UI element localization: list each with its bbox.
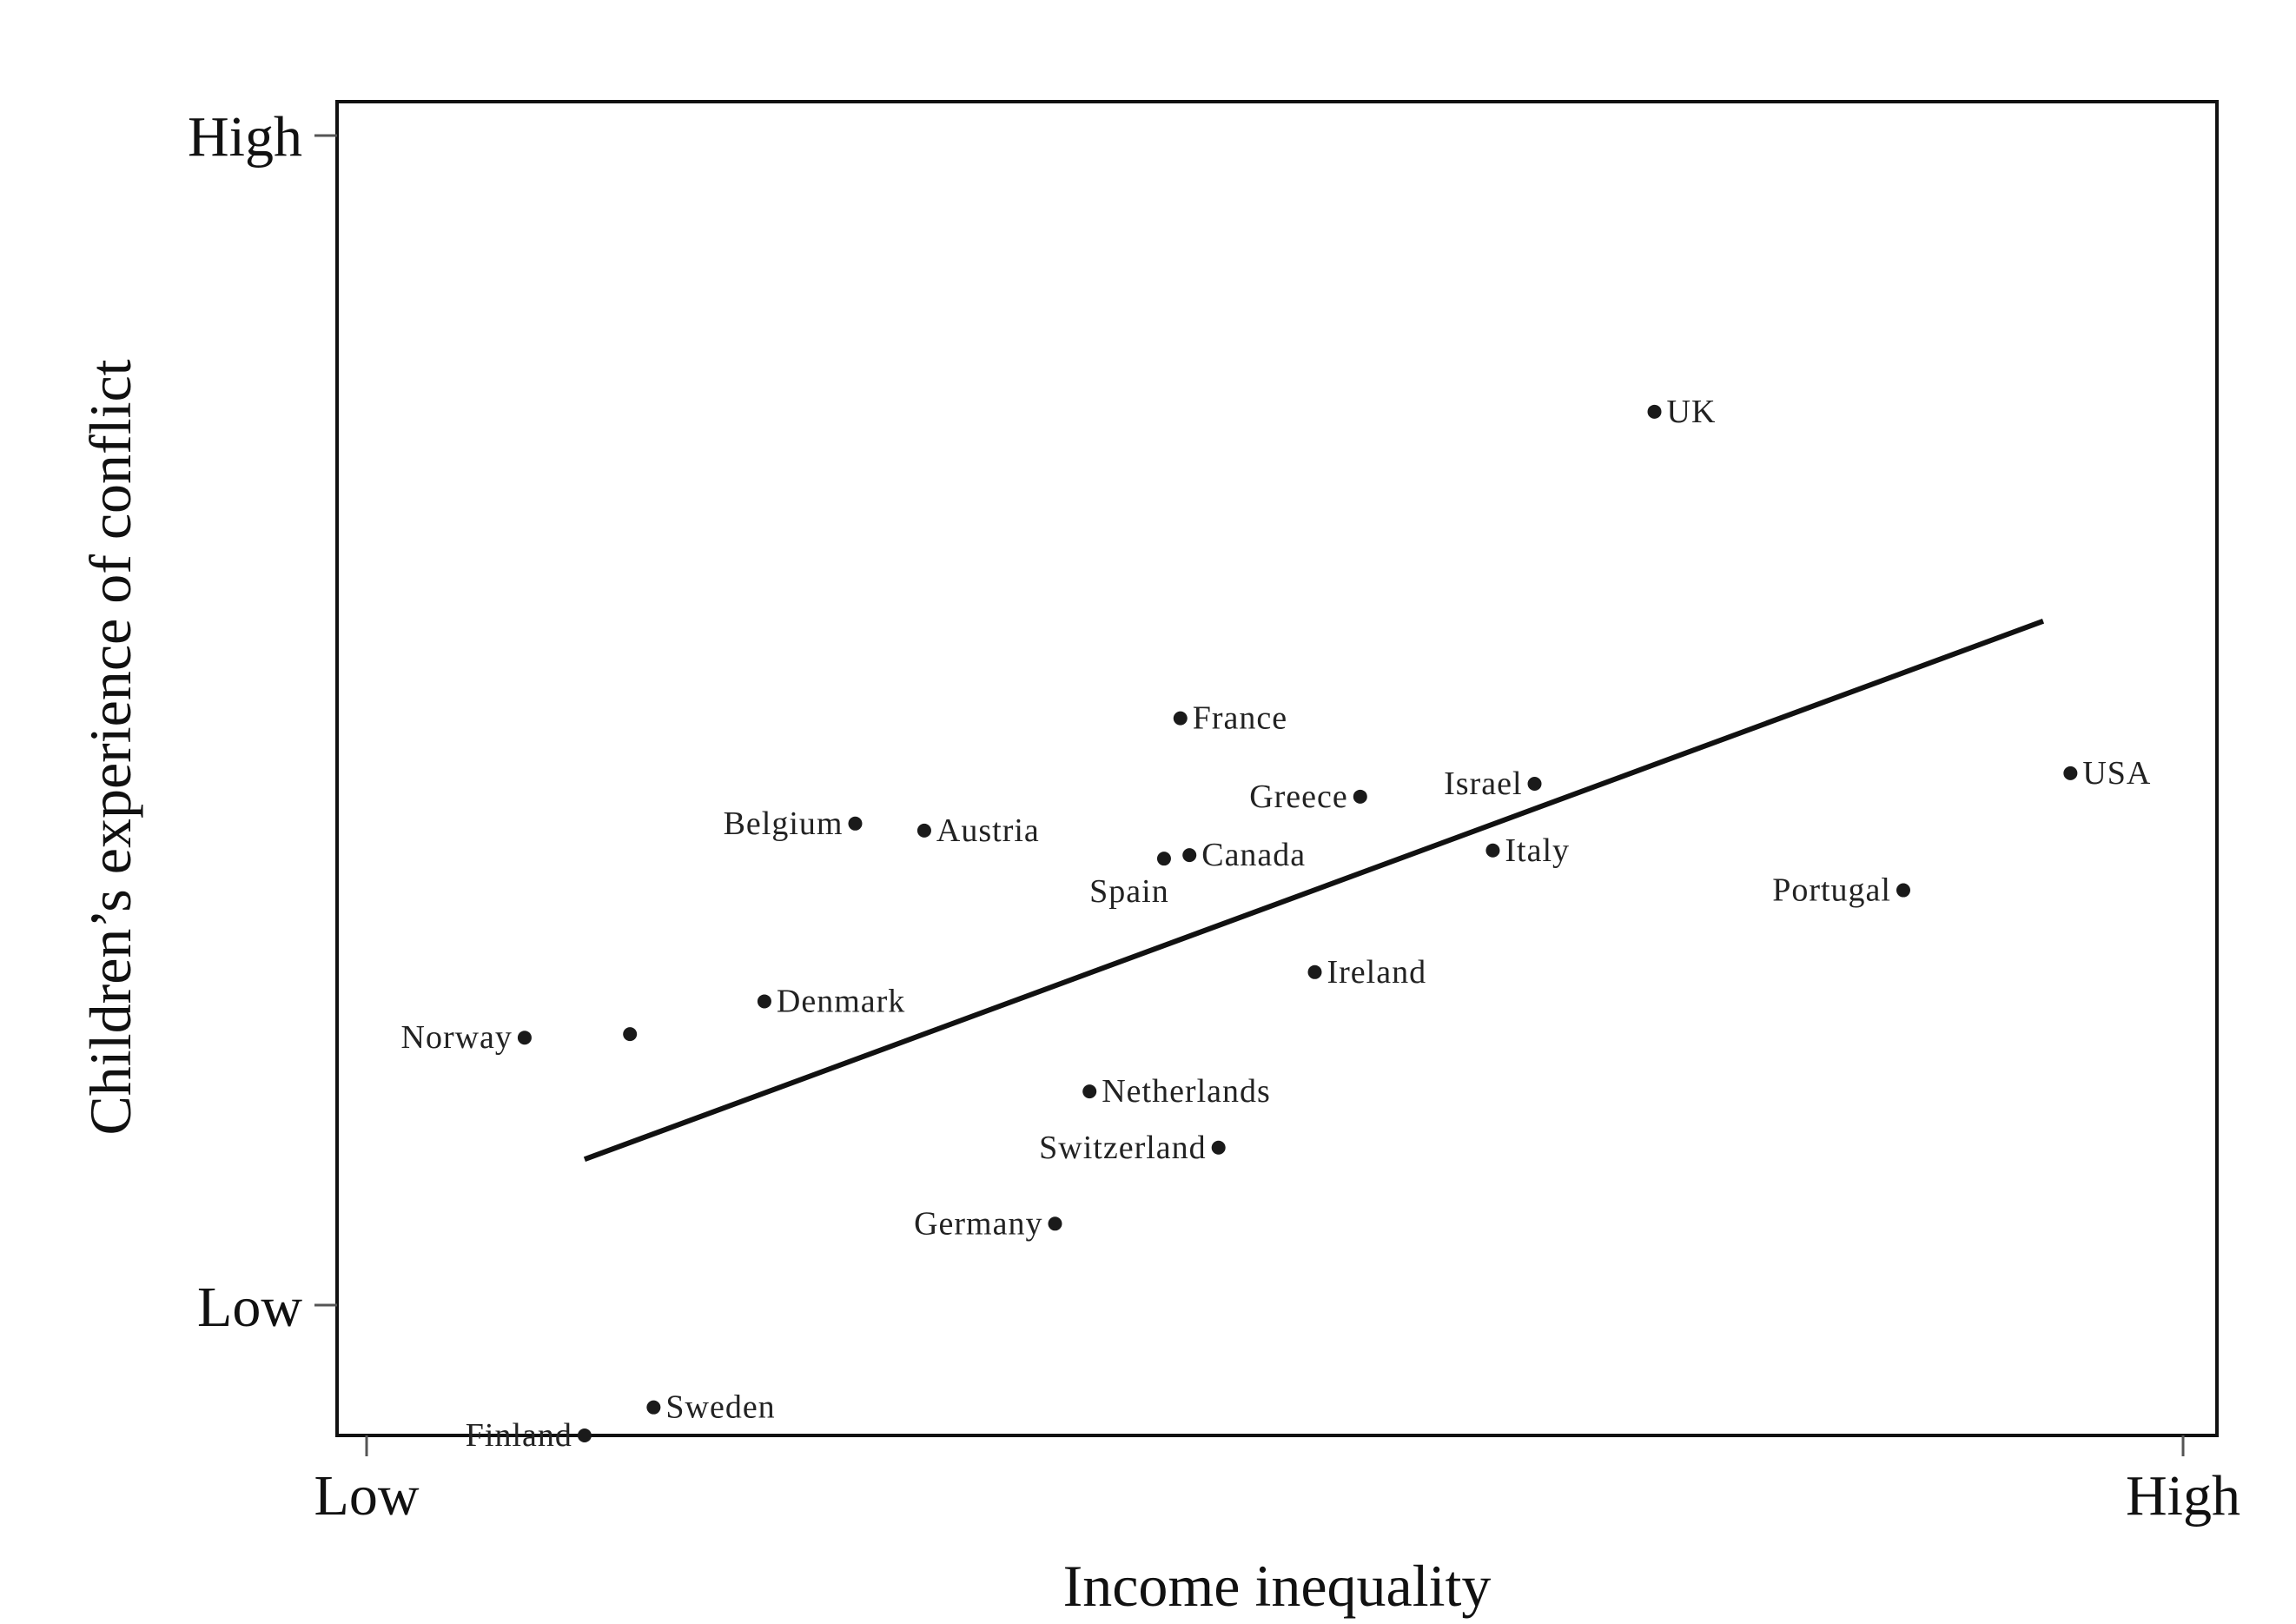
data-point-denmark xyxy=(757,994,771,1009)
data-points-layer xyxy=(517,404,2078,1442)
y-axis-ticks xyxy=(314,134,337,1307)
data-point-israel xyxy=(1527,777,1542,792)
data-point-norway xyxy=(517,1031,532,1045)
data-label-italy: Italy xyxy=(1505,832,1570,869)
data-label-france: France xyxy=(1193,700,1287,737)
data-point-austria xyxy=(916,823,931,838)
trend-line xyxy=(583,619,2045,1163)
data-label-germany: Germany xyxy=(914,1205,1042,1242)
data-point-norway xyxy=(623,1027,638,1042)
data-point-netherlands xyxy=(1082,1084,1097,1099)
data-label-netherlands: Netherlands xyxy=(1102,1073,1271,1110)
data-label-canada: Canada xyxy=(1201,837,1306,873)
x-tick-label-high: High xyxy=(2126,1464,2240,1528)
data-label-israel: Israel xyxy=(1444,766,1522,802)
data-point-switzerland xyxy=(1211,1140,1226,1155)
x-axis-ticks xyxy=(365,1435,2185,1456)
data-label-spain: Spain xyxy=(1089,873,1169,910)
data-label-greece: Greece xyxy=(1249,779,1348,815)
plot-frame xyxy=(335,100,2219,1437)
data-label-portugal: Portugal xyxy=(1772,872,1891,909)
data-point-france xyxy=(1173,711,1188,726)
data-point-greece xyxy=(1353,789,1367,804)
x-axis-title: Income inequality xyxy=(1063,1553,1492,1619)
data-point-belgium xyxy=(848,816,863,831)
data-label-uk: UK xyxy=(1667,394,1717,430)
data-label-belgium: Belgium xyxy=(724,805,844,842)
data-point-sweden xyxy=(646,1400,661,1415)
y-axis-title: Children’s experience of conflict xyxy=(77,359,143,1135)
data-label-ireland: Ireland xyxy=(1327,954,1427,991)
data-label-usa: USA xyxy=(2082,755,2151,792)
data-point-portugal xyxy=(1896,883,1910,898)
x-tick-label-low: Low xyxy=(314,1464,420,1528)
data-point-canada xyxy=(1182,848,1197,863)
data-labels-layer: Finland Sweden Norway Denmark Belgium Austria… xyxy=(401,394,2151,1454)
data-label-switzerland: Switzerland xyxy=(1039,1130,1207,1166)
data-point-ireland xyxy=(1307,964,1322,979)
data-label-finland: Finland xyxy=(466,1417,572,1454)
data-label-sweden: Sweden xyxy=(665,1389,775,1426)
data-point-usa xyxy=(2063,766,2078,780)
data-label-austria: Austria xyxy=(936,812,1040,849)
y-tick-label-high: High xyxy=(188,105,302,169)
data-label-denmark: Denmark xyxy=(777,983,905,1019)
data-point-finland xyxy=(577,1428,592,1442)
y-tick-label-low: Low xyxy=(197,1276,302,1339)
data-point-italy xyxy=(1485,843,1500,858)
data-point-spain xyxy=(1156,852,1171,866)
data-label-norway: Norway xyxy=(401,1019,513,1056)
data-point-germany xyxy=(1048,1216,1062,1231)
data-point-uk xyxy=(1647,404,1662,419)
trend-line-layer xyxy=(583,619,2045,1163)
